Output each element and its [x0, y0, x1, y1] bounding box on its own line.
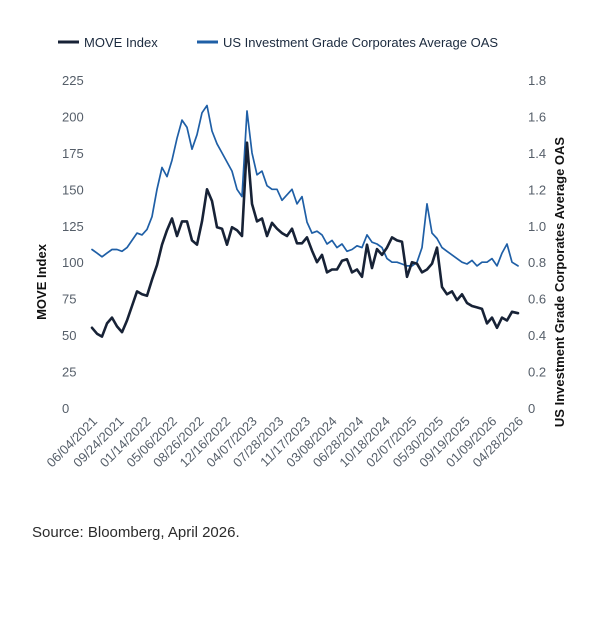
y-right-tick-label: 1.6: [528, 109, 546, 124]
x-axis-ticks: 06/04/202109/24/202101/14/202205/06/2022…: [43, 414, 526, 471]
oas-line: [91, 104, 519, 267]
y-left-tick-label: 0: [62, 401, 69, 416]
legend-move-label: MOVE Index: [84, 35, 158, 50]
y-axis-right-ticks: 0 0.2 0.4 0.6 0.8 1.0 1.2 1.4 1.6 1.8: [528, 73, 546, 416]
y-right-tick-label: 1.0: [528, 219, 546, 234]
y-left-tick-label: 75: [62, 292, 76, 307]
y-axis-left-ticks: 0 25 50 75 100 125 150 175 200 225: [62, 73, 84, 416]
y-right-tick-label: 0.6: [528, 292, 546, 307]
series-layer: [90, 104, 520, 338]
y-left-tick-label: 225: [62, 73, 84, 88]
y-right-tick-label: 0.2: [528, 365, 546, 380]
legend: MOVE Index US Investment Grade Corporate…: [58, 35, 498, 50]
y-left-tick-label: 200: [62, 109, 84, 124]
y-right-tick-label: 1.2: [528, 182, 546, 197]
y-left-tick-label: 100: [62, 255, 84, 270]
y-right-tick-label: 0.8: [528, 255, 546, 270]
y-left-tick-label: 50: [62, 328, 76, 343]
y-right-tick-label: 1.8: [528, 73, 546, 88]
y-left-tick-label: 25: [62, 365, 76, 380]
y-right-tick-label: 0: [528, 401, 535, 416]
y-left-tick-label: 150: [62, 182, 84, 197]
y-left-tick-label: 125: [62, 219, 84, 234]
y-axis-right-title: US Investment Grade Corporates Average O…: [552, 137, 567, 428]
source-note: Source: Bloomberg, April 2026.: [32, 524, 240, 541]
y-axis-left-title: MOVE Index: [34, 243, 49, 320]
y-right-tick-label: 0.4: [528, 328, 546, 343]
y-left-tick-label: 175: [62, 146, 84, 161]
y-right-tick-label: 1.4: [528, 146, 546, 161]
legend-oas-label: US Investment Grade Corporates Average O…: [223, 35, 498, 50]
move-index-line: [90, 141, 520, 338]
